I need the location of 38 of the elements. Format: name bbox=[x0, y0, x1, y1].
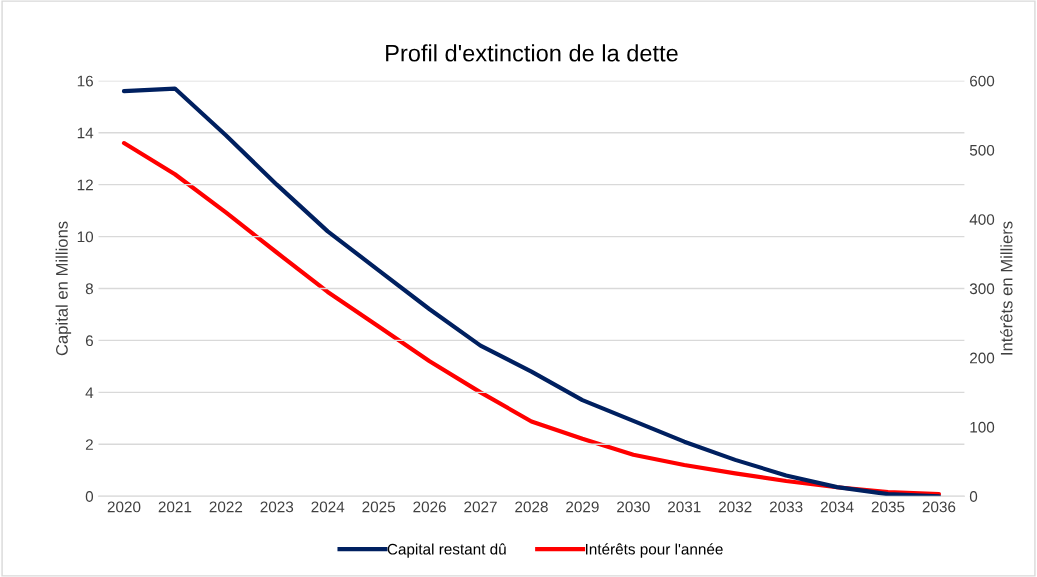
x-tick-label: 2036 bbox=[922, 501, 956, 513]
x-tick-label: 2029 bbox=[566, 501, 599, 513]
x-tick-label: 2033 bbox=[769, 501, 803, 513]
y2-tick-label: 0 bbox=[969, 491, 978, 502]
y2-tick-label: 600 bbox=[970, 75, 995, 87]
y-tick-label: 10 bbox=[77, 231, 94, 243]
y2-tick-label: 400 bbox=[969, 214, 995, 225]
y2-tick-label: 500 bbox=[969, 144, 995, 156]
y-axis-title: Capital en Millions bbox=[55, 221, 72, 356]
x-tick-label: 2023 bbox=[260, 501, 294, 513]
chart-title: Profil d'extinction de la dette bbox=[386, 44, 678, 62]
x-tick-label: 2027 bbox=[464, 501, 497, 513]
x-tick-label: 2034 bbox=[820, 501, 854, 513]
y-tick-label: 14 bbox=[77, 127, 94, 139]
x-tick-label: 2028 bbox=[515, 501, 548, 513]
x-tick-label: 2020 bbox=[107, 501, 141, 513]
x-tick-label: 2025 bbox=[362, 501, 396, 513]
legend-label: Intérêts pour l'année bbox=[585, 543, 723, 558]
legend-label: Capital restant dû bbox=[387, 543, 506, 558]
y-tick-label: 0 bbox=[85, 491, 94, 502]
y2-axis-title: Intérêts en Milliers bbox=[1000, 221, 1013, 355]
x-tick-label: 2031 bbox=[668, 501, 701, 513]
x-tick-label: 2022 bbox=[209, 501, 243, 513]
x-tick-label: 2032 bbox=[718, 501, 752, 513]
y-tick-label: 4 bbox=[85, 387, 94, 398]
y-tick-label: 12 bbox=[77, 179, 93, 191]
y-tick-label: 6 bbox=[85, 335, 93, 347]
x-tick-label: 2021 bbox=[158, 501, 192, 513]
y2-tick-label: 200 bbox=[970, 352, 995, 364]
x-tick-label: 2026 bbox=[413, 501, 446, 513]
x-tick-label: 2024 bbox=[311, 501, 345, 513]
y-tick-label: 2 bbox=[85, 439, 93, 450]
y-tick-label: 8 bbox=[85, 283, 93, 295]
x-tick-label: 2030 bbox=[617, 501, 650, 513]
y2-tick-label: 300 bbox=[969, 283, 995, 295]
y-tick-label: 16 bbox=[77, 75, 93, 87]
y2-tick-label: 100 bbox=[970, 421, 995, 433]
x-tick-label: 2035 bbox=[871, 501, 905, 513]
